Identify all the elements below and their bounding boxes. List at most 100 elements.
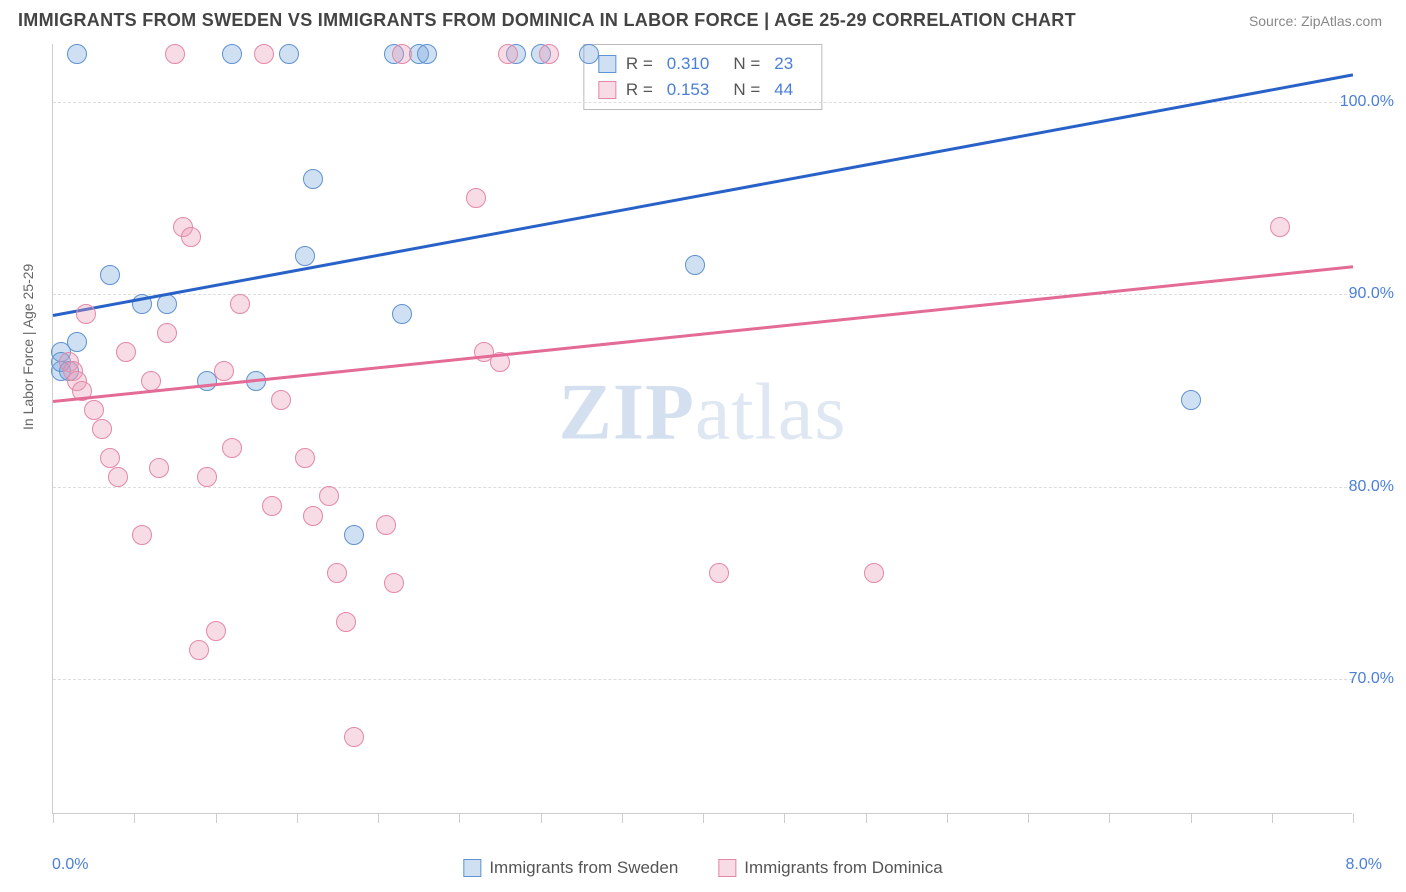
x-tick [297,813,298,823]
x-tick [216,813,217,823]
chart-header: IMMIGRANTS FROM SWEDEN VS IMMIGRANTS FRO… [0,0,1406,37]
x-tick [541,813,542,823]
data-point [579,44,599,64]
data-point [92,419,112,439]
data-point [336,612,356,632]
x-tick [1028,813,1029,823]
stat-n-value: 44 [774,77,793,103]
chart-title: IMMIGRANTS FROM SWEDEN VS IMMIGRANTS FRO… [18,10,1076,31]
x-tick [1109,813,1110,823]
data-point [344,727,364,747]
data-point [197,467,217,487]
chart-legend: Immigrants from Sweden Immigrants from Do… [463,858,942,878]
data-point [222,44,242,64]
data-point [141,371,161,391]
data-point [466,188,486,208]
legend-swatch [463,859,481,877]
gridline-horizontal [53,102,1352,103]
y-axis-label: In Labor Force | Age 25-29 [20,264,36,430]
data-point [295,246,315,266]
data-point [376,515,396,535]
x-tick [622,813,623,823]
data-point [189,640,209,660]
stats-row: R =0.153N =44 [598,77,807,103]
data-point [417,44,437,64]
legend-item: Immigrants from Sweden [463,858,678,878]
data-point [132,525,152,545]
legend-label: Immigrants from Sweden [489,858,678,878]
data-point [392,304,412,324]
x-tick [784,813,785,823]
data-point [100,265,120,285]
y-tick-label: 90.0% [1349,285,1394,303]
legend-swatch [598,55,616,73]
x-tick [134,813,135,823]
trend-line [53,265,1353,403]
data-point [116,342,136,362]
data-point [100,448,120,468]
x-tick [703,813,704,823]
data-point [344,525,364,545]
data-point [67,332,87,352]
data-point [295,448,315,468]
x-tick [866,813,867,823]
stat-r-label: R = [626,77,653,103]
data-point [498,44,518,64]
correlation-stats-box: R = 0.310 N = 23R = 0.153 N = 44 [583,44,822,110]
data-point [303,506,323,526]
x-tick [947,813,948,823]
data-point [230,294,250,314]
legend-label: Immigrants from Dominica [744,858,942,878]
data-point [327,563,347,583]
data-point [254,44,274,64]
legend-swatch [718,859,736,877]
x-axis-max-label: 8.0% [1346,856,1382,874]
data-point [384,573,404,593]
data-point [864,563,884,583]
stat-n-value: 23 [774,51,793,77]
x-tick [1353,813,1354,823]
x-axis-min-label: 0.0% [52,856,88,874]
data-point [271,390,291,410]
data-point [76,304,96,324]
stat-n-label: N = [733,51,760,77]
legend-item: Immigrants from Dominica [718,858,942,878]
data-point [214,361,234,381]
chart-source: Source: ZipAtlas.com [1249,13,1382,29]
legend-swatch [598,81,616,99]
data-point [84,400,104,420]
data-point [149,458,169,478]
data-point [262,496,282,516]
x-tick [53,813,54,823]
y-tick-label: 100.0% [1340,93,1394,111]
gridline-horizontal [53,679,1352,680]
x-tick [1272,813,1273,823]
gridline-horizontal [53,487,1352,488]
data-point [222,438,242,458]
stats-row: R = 0.310 N = 23 [598,51,807,77]
stat-r-value: 0.310 [667,51,710,77]
data-point [206,621,226,641]
data-point [303,169,323,189]
data-point [181,227,201,247]
data-point [157,323,177,343]
y-tick-label: 70.0% [1349,670,1394,688]
stat-r-value: 0.153 [667,77,710,103]
data-point [1181,390,1201,410]
data-point [1270,217,1290,237]
stat-r-label: R = [626,51,653,77]
data-point [685,255,705,275]
watermark: ZIPatlas [559,368,847,459]
data-point [539,44,559,64]
gridline-horizontal [53,294,1352,295]
data-point [165,44,185,64]
data-point [709,563,729,583]
data-point [319,486,339,506]
data-point [392,44,412,64]
x-tick [378,813,379,823]
data-point [67,44,87,64]
data-point [279,44,299,64]
scatter-chart: ZIPatlas R = 0.310 N = 23R = 0.153 N = 44 [52,44,1352,814]
y-tick-label: 80.0% [1349,478,1394,496]
data-point [108,467,128,487]
